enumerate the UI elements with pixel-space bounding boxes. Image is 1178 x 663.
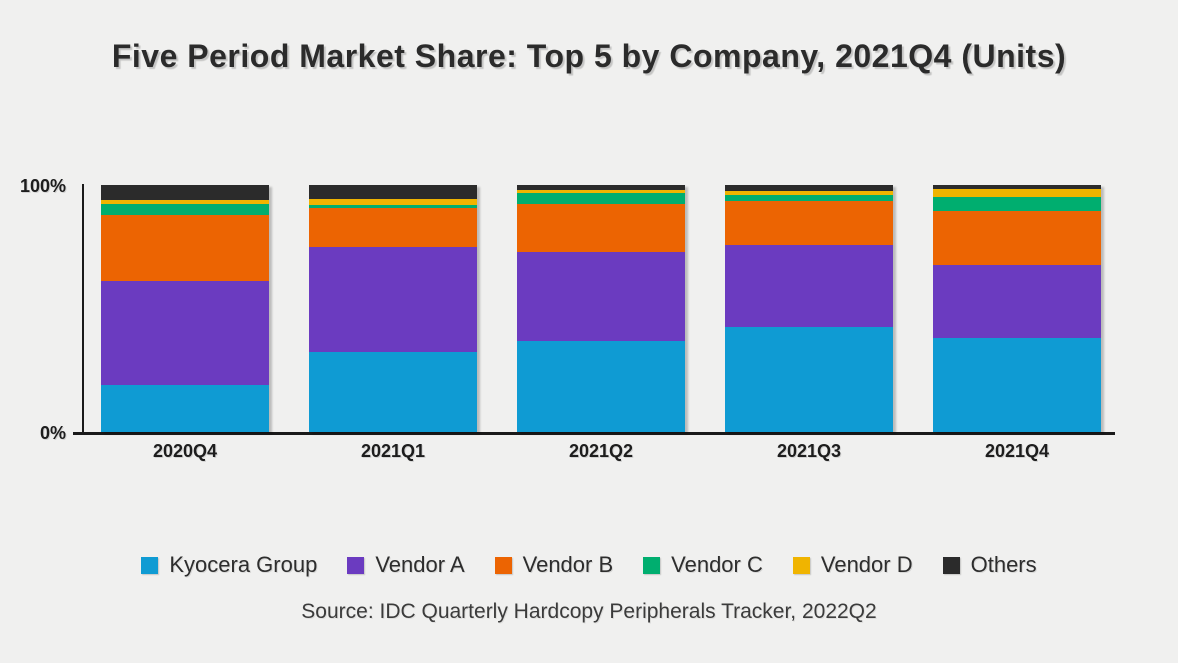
bar-segment-kyocera-group xyxy=(309,351,477,432)
bar-segment-vendor-d xyxy=(933,188,1101,198)
bar-segment-vendor-c xyxy=(517,193,685,205)
legend-swatch-icon xyxy=(347,556,365,574)
bar-segment-vendor-b xyxy=(101,215,269,282)
stacked-bar-2021Q3 xyxy=(725,185,893,432)
bar-segment-vendor-b xyxy=(517,204,685,253)
legend-label: Vendor C xyxy=(671,552,763,577)
x-tick-label-2020Q4: 2020Q4 xyxy=(152,441,218,461)
stacked-bar-2021Q2 xyxy=(517,185,685,432)
legend-swatch-icon xyxy=(141,556,159,574)
y-axis-label-100: 100% xyxy=(19,176,66,196)
bar-segment-others xyxy=(309,185,477,200)
bar-segment-others xyxy=(101,185,269,201)
legend-item-vendor-b: Vendor B xyxy=(494,552,614,578)
legend-item-others: Others xyxy=(942,552,1037,578)
y-axis-label-0: 0% xyxy=(39,423,66,443)
legend-item-kyocera-group: Kyocera Group xyxy=(141,552,317,578)
bar-segment-vendor-a xyxy=(309,246,477,352)
x-axis-line xyxy=(73,432,1115,435)
chart-title: Five Period Market Share: Top 5 by Compa… xyxy=(111,38,1067,74)
bar-segment-others xyxy=(517,185,685,191)
bar-segment-kyocera-group xyxy=(725,326,893,432)
source-note: Source: IDC Quarterly Hardcopy Periphera… xyxy=(301,600,877,623)
x-tick-label-2021Q4: 2021Q4 xyxy=(984,441,1050,461)
x-axis-labels: 2020Q4 2021Q1 2021Q2 2021Q3 2021Q4 xyxy=(0,441,1178,465)
stacked-bar-2021Q4 xyxy=(933,185,1101,432)
legend-label: Vendor D xyxy=(820,552,913,577)
legend-item-vendor-c: Vendor C xyxy=(643,552,763,578)
legend-label: Kyocera Group xyxy=(169,552,318,577)
bar-segment-vendor-a xyxy=(517,252,685,342)
bar-segment-vendor-c xyxy=(101,203,269,216)
bar-segment-vendor-c xyxy=(933,197,1101,212)
legend-label: Others xyxy=(970,552,1037,577)
stacked-bar-2021Q1 xyxy=(309,185,477,432)
bar-segment-kyocera-group xyxy=(517,341,685,432)
bar-segment-vendor-a xyxy=(101,281,269,386)
y-axis-line xyxy=(82,184,84,435)
bar-segment-others xyxy=(933,185,1101,189)
bar-segment-vendor-b xyxy=(933,211,1101,265)
bar-segment-kyocera-group xyxy=(933,338,1101,432)
legend-item-vendor-d: Vendor D xyxy=(792,552,913,578)
bar-segment-vendor-b xyxy=(725,201,893,245)
bar-segment-vendor-b xyxy=(309,208,477,247)
legend-item-vendor-a: Vendor A xyxy=(347,552,465,578)
stacked-bar-2020Q4 xyxy=(101,185,269,432)
x-tick-label-2021Q1: 2021Q1 xyxy=(360,441,426,461)
plot-area xyxy=(0,185,1178,432)
bar-segment-vendor-d xyxy=(309,199,477,205)
bar-segment-vendor-c xyxy=(309,205,477,209)
legend-swatch-icon xyxy=(942,556,960,574)
bar-segment-vendor-d xyxy=(725,190,893,195)
x-tick-label-2021Q2: 2021Q2 xyxy=(568,441,634,461)
bar-segment-vendor-d xyxy=(101,200,269,204)
bar-segment-vendor-c xyxy=(725,194,893,202)
bar-segment-vendor-a xyxy=(725,244,893,327)
legend-swatch-icon xyxy=(643,556,661,574)
legend-swatch-icon xyxy=(494,556,512,574)
legend-label: Vendor B xyxy=(522,552,614,577)
bar-segment-others xyxy=(725,185,893,191)
bar-segment-vendor-a xyxy=(933,264,1101,339)
bar-segment-vendor-d xyxy=(517,190,685,194)
bar-segment-kyocera-group xyxy=(101,385,269,432)
chart-legend: Kyocera Group Vendor A Vendor B Vendor C Ven… xyxy=(0,552,1178,578)
legend-swatch-icon xyxy=(792,556,810,574)
legend-label: Vendor A xyxy=(375,552,465,577)
x-tick-label-2021Q3: 2021Q3 xyxy=(776,441,842,461)
